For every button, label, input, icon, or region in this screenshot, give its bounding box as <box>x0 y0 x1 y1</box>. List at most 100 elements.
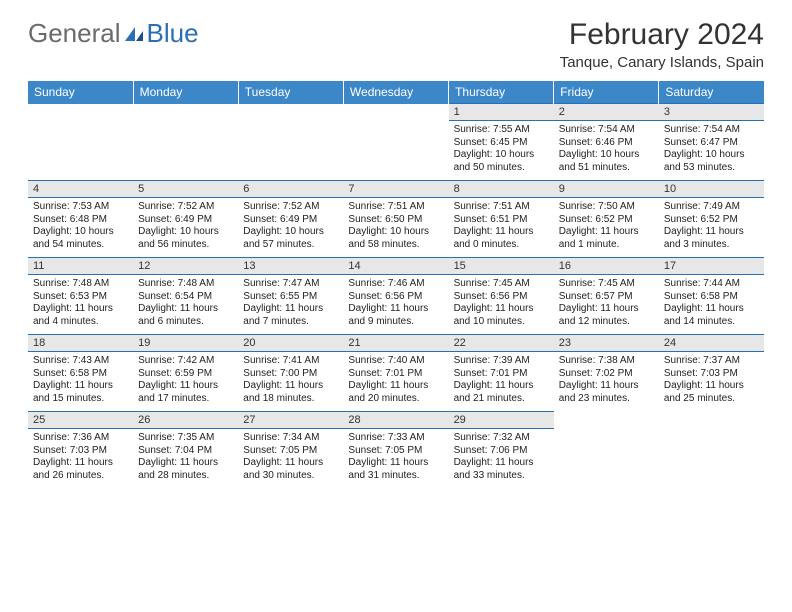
logo-sail-icon <box>123 25 145 43</box>
sunrise: Sunrise: 7:50 AM <box>559 201 654 214</box>
day-number <box>659 412 764 429</box>
day-cell: Sunrise: 7:42 AMSunset: 6:59 PMDaylight:… <box>133 352 238 412</box>
sunrise: Sunrise: 7:54 AM <box>664 124 759 137</box>
day-number: 13 <box>238 258 343 275</box>
info-row: Sunrise: 7:48 AMSunset: 6:53 PMDaylight:… <box>28 275 764 335</box>
day-cell <box>133 121 238 181</box>
day-number <box>554 412 659 429</box>
sunset: Sunset: 6:52 PM <box>559 214 654 227</box>
daylight: Daylight: 11 hours and 1 minute. <box>559 226 654 251</box>
info-row: Sunrise: 7:53 AMSunset: 6:48 PMDaylight:… <box>28 198 764 258</box>
sunset: Sunset: 6:56 PM <box>348 291 443 304</box>
sunrise: Sunrise: 7:36 AM <box>33 432 128 445</box>
sunset: Sunset: 7:03 PM <box>33 445 128 458</box>
sunrise: Sunrise: 7:47 AM <box>243 278 338 291</box>
day-cell <box>238 121 343 181</box>
sunrise: Sunrise: 7:44 AM <box>664 278 759 291</box>
daylight: Daylight: 10 hours and 56 minutes. <box>138 226 233 251</box>
day-header: Friday <box>554 81 659 104</box>
day-cell <box>659 429 764 489</box>
day-number: 24 <box>659 335 764 352</box>
day-number: 8 <box>449 181 554 198</box>
sunrise: Sunrise: 7:53 AM <box>33 201 128 214</box>
day-number: 19 <box>133 335 238 352</box>
sunset: Sunset: 6:56 PM <box>454 291 549 304</box>
sunrise: Sunrise: 7:38 AM <box>559 355 654 368</box>
daylight: Daylight: 11 hours and 3 minutes. <box>664 226 759 251</box>
sunset: Sunset: 6:54 PM <box>138 291 233 304</box>
day-number: 22 <box>449 335 554 352</box>
logo-text-1: General <box>28 18 121 49</box>
sunrise: Sunrise: 7:41 AM <box>243 355 338 368</box>
sunset: Sunset: 6:51 PM <box>454 214 549 227</box>
daylight: Daylight: 11 hours and 23 minutes. <box>559 380 654 405</box>
day-header: Wednesday <box>343 81 448 104</box>
day-header: Sunday <box>28 81 133 104</box>
sunset: Sunset: 7:04 PM <box>138 445 233 458</box>
day-number: 16 <box>554 258 659 275</box>
sunset: Sunset: 7:05 PM <box>243 445 338 458</box>
sunset: Sunset: 6:58 PM <box>33 368 128 381</box>
daylight: Daylight: 10 hours and 54 minutes. <box>33 226 128 251</box>
sunrise: Sunrise: 7:48 AM <box>138 278 233 291</box>
sunrise: Sunrise: 7:52 AM <box>138 201 233 214</box>
day-cell: Sunrise: 7:54 AMSunset: 6:47 PMDaylight:… <box>659 121 764 181</box>
day-cell: Sunrise: 7:34 AMSunset: 7:05 PMDaylight:… <box>238 429 343 489</box>
daynum-row: 123 <box>28 104 764 121</box>
day-number: 25 <box>28 412 133 429</box>
sunrise: Sunrise: 7:49 AM <box>664 201 759 214</box>
day-header-row: SundayMondayTuesdayWednesdayThursdayFrid… <box>28 81 764 104</box>
day-cell: Sunrise: 7:55 AMSunset: 6:45 PMDaylight:… <box>449 121 554 181</box>
sunset: Sunset: 6:58 PM <box>664 291 759 304</box>
daylight: Daylight: 11 hours and 17 minutes. <box>138 380 233 405</box>
sunset: Sunset: 6:52 PM <box>664 214 759 227</box>
day-header: Monday <box>133 81 238 104</box>
daylight: Daylight: 11 hours and 25 minutes. <box>664 380 759 405</box>
day-cell: Sunrise: 7:45 AMSunset: 6:56 PMDaylight:… <box>449 275 554 335</box>
info-row: Sunrise: 7:55 AMSunset: 6:45 PMDaylight:… <box>28 121 764 181</box>
daylight: Daylight: 10 hours and 58 minutes. <box>348 226 443 251</box>
day-number: 1 <box>449 104 554 121</box>
day-cell: Sunrise: 7:52 AMSunset: 6:49 PMDaylight:… <box>133 198 238 258</box>
daylight: Daylight: 11 hours and 9 minutes. <box>348 303 443 328</box>
daylight: Daylight: 11 hours and 14 minutes. <box>664 303 759 328</box>
sunset: Sunset: 6:45 PM <box>454 137 549 150</box>
day-number: 17 <box>659 258 764 275</box>
daylight: Daylight: 11 hours and 31 minutes. <box>348 457 443 482</box>
day-number: 10 <box>659 181 764 198</box>
sunrise: Sunrise: 7:51 AM <box>454 201 549 214</box>
daylight: Daylight: 10 hours and 50 minutes. <box>454 149 549 174</box>
daynum-row: 45678910 <box>28 181 764 198</box>
sunset: Sunset: 6:50 PM <box>348 214 443 227</box>
day-cell <box>28 121 133 181</box>
day-number <box>238 104 343 121</box>
sunset: Sunset: 6:49 PM <box>138 214 233 227</box>
day-cell: Sunrise: 7:37 AMSunset: 7:03 PMDaylight:… <box>659 352 764 412</box>
day-number: 6 <box>238 181 343 198</box>
day-cell: Sunrise: 7:50 AMSunset: 6:52 PMDaylight:… <box>554 198 659 258</box>
sunset: Sunset: 6:47 PM <box>664 137 759 150</box>
daylight: Daylight: 11 hours and 18 minutes. <box>243 380 338 405</box>
daylight: Daylight: 11 hours and 10 minutes. <box>454 303 549 328</box>
logo: General Blue <box>28 18 199 49</box>
daynum-row: 11121314151617 <box>28 258 764 275</box>
sunset: Sunset: 7:01 PM <box>454 368 549 381</box>
daylight: Daylight: 11 hours and 28 minutes. <box>138 457 233 482</box>
day-number: 23 <box>554 335 659 352</box>
location: Tanque, Canary Islands, Spain <box>560 54 764 71</box>
sunset: Sunset: 7:03 PM <box>664 368 759 381</box>
sunset: Sunset: 7:00 PM <box>243 368 338 381</box>
logo-text-2: Blue <box>147 18 199 49</box>
daylight: Daylight: 11 hours and 4 minutes. <box>33 303 128 328</box>
sunrise: Sunrise: 7:43 AM <box>33 355 128 368</box>
sunset: Sunset: 6:49 PM <box>243 214 338 227</box>
day-cell: Sunrise: 7:39 AMSunset: 7:01 PMDaylight:… <box>449 352 554 412</box>
daylight: Daylight: 11 hours and 33 minutes. <box>454 457 549 482</box>
daynum-row: 2526272829 <box>28 412 764 429</box>
sunset: Sunset: 7:01 PM <box>348 368 443 381</box>
day-header: Tuesday <box>238 81 343 104</box>
daylight: Daylight: 11 hours and 0 minutes. <box>454 226 549 251</box>
sunrise: Sunrise: 7:48 AM <box>33 278 128 291</box>
day-cell: Sunrise: 7:47 AMSunset: 6:55 PMDaylight:… <box>238 275 343 335</box>
calendar-page: General Blue February 2024 Tanque, Canar… <box>0 0 792 506</box>
